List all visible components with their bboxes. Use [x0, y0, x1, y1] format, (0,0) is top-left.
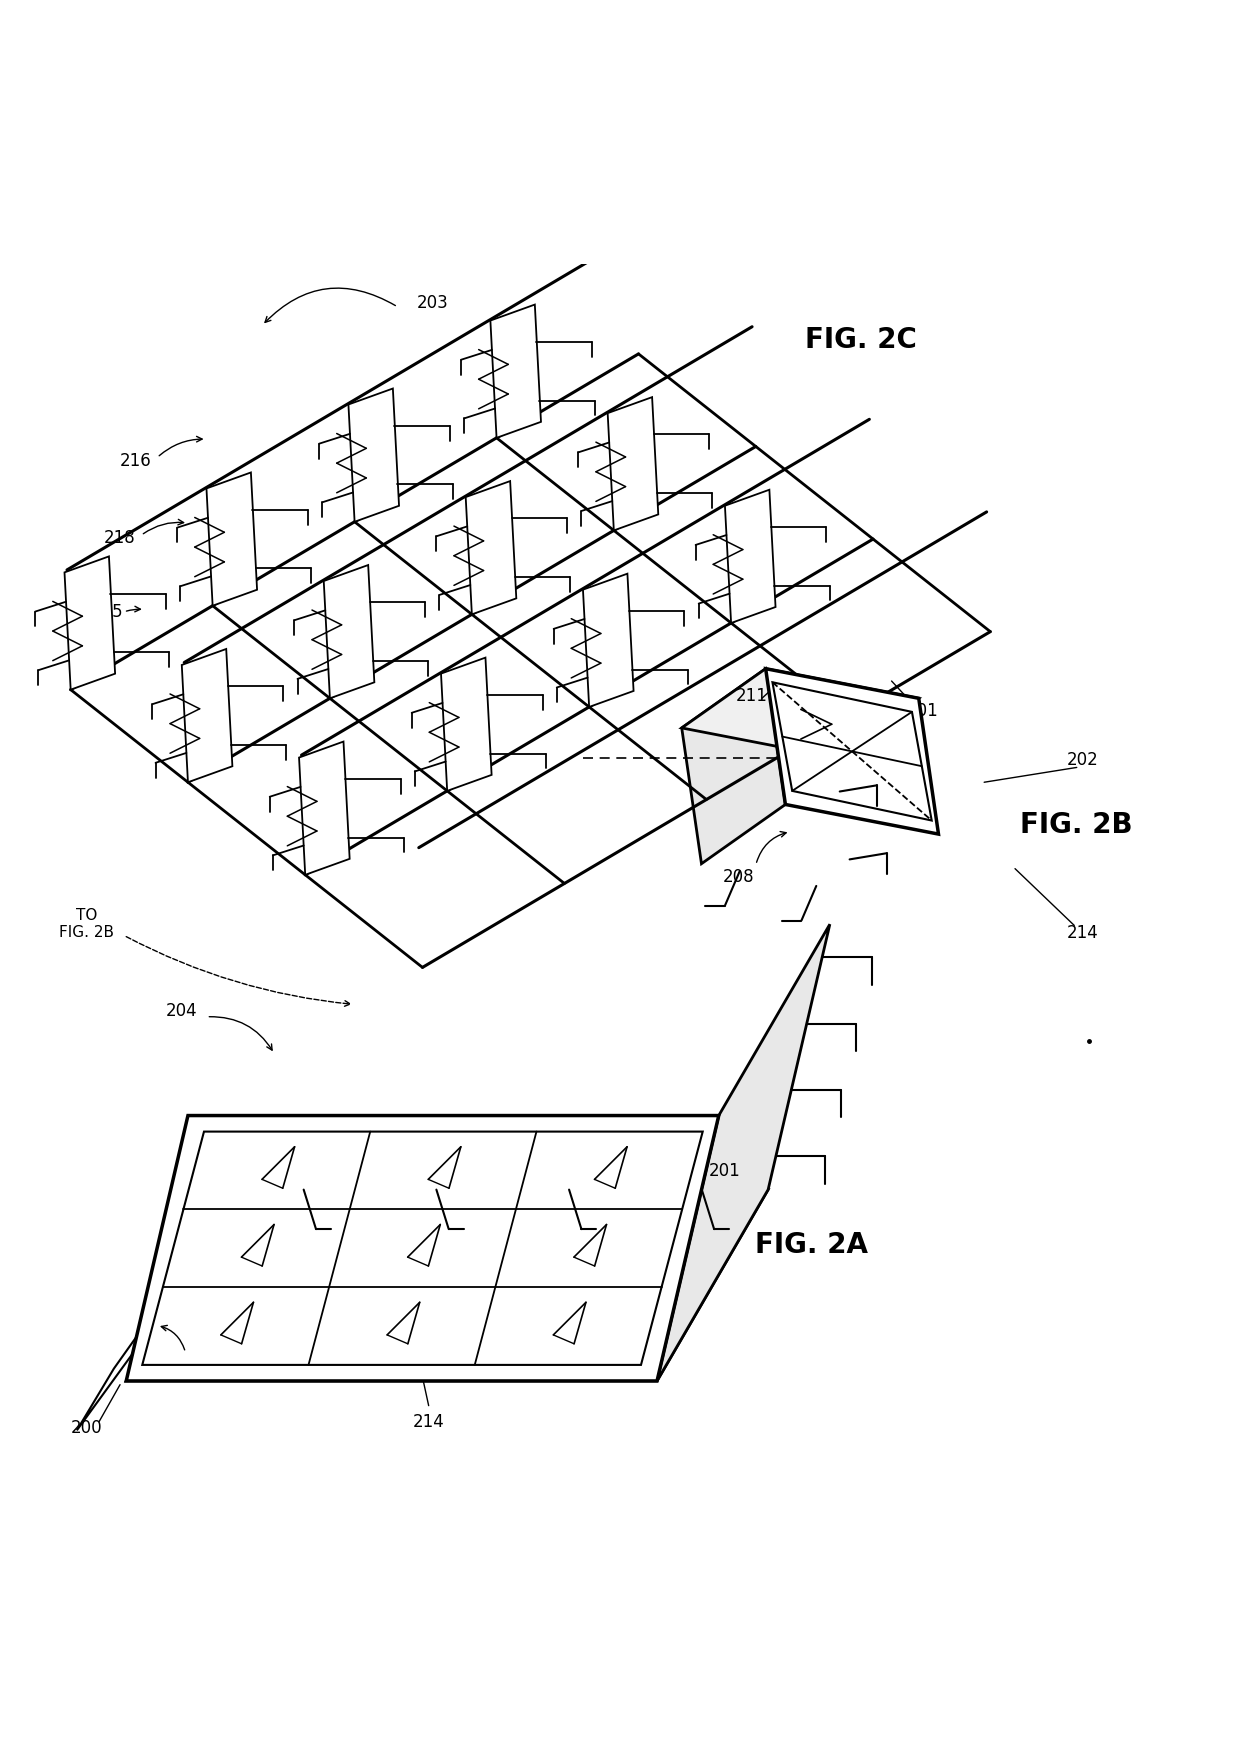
Polygon shape: [583, 574, 634, 707]
Polygon shape: [441, 657, 491, 791]
Polygon shape: [126, 1115, 719, 1381]
Text: 210: 210: [820, 689, 852, 707]
Text: 216: 216: [120, 453, 153, 470]
Text: 211: 211: [737, 687, 768, 705]
Text: FIG. 2A: FIG. 2A: [755, 1232, 868, 1260]
Polygon shape: [126, 1189, 768, 1381]
Polygon shape: [182, 648, 232, 782]
Text: 206: 206: [170, 1351, 201, 1369]
Polygon shape: [765, 668, 939, 833]
Text: 201: 201: [709, 1163, 740, 1181]
Text: FIG. 2B: FIG. 2B: [1021, 812, 1133, 839]
Text: 214: 214: [1068, 923, 1099, 943]
Text: 205: 205: [92, 603, 124, 620]
Text: 218: 218: [104, 529, 136, 546]
Polygon shape: [682, 668, 919, 758]
Text: 202: 202: [1068, 751, 1099, 768]
Polygon shape: [324, 566, 374, 698]
Polygon shape: [348, 388, 399, 522]
Polygon shape: [64, 557, 115, 689]
Text: 203: 203: [417, 294, 448, 312]
Polygon shape: [608, 396, 658, 530]
Text: 214: 214: [413, 1413, 444, 1431]
Polygon shape: [725, 490, 775, 624]
Polygon shape: [490, 305, 541, 437]
Text: FIG. 2C: FIG. 2C: [805, 326, 916, 354]
Polygon shape: [77, 1177, 249, 1431]
Text: 201: 201: [906, 701, 939, 719]
Polygon shape: [299, 742, 350, 874]
Text: 208: 208: [723, 869, 754, 886]
Text: TO
FIG. 2B: TO FIG. 2B: [60, 907, 114, 941]
Polygon shape: [207, 472, 257, 606]
Text: 204: 204: [166, 1001, 197, 1020]
Polygon shape: [466, 481, 516, 615]
Text: 200: 200: [71, 1418, 103, 1436]
Polygon shape: [682, 668, 785, 863]
Polygon shape: [657, 925, 830, 1381]
